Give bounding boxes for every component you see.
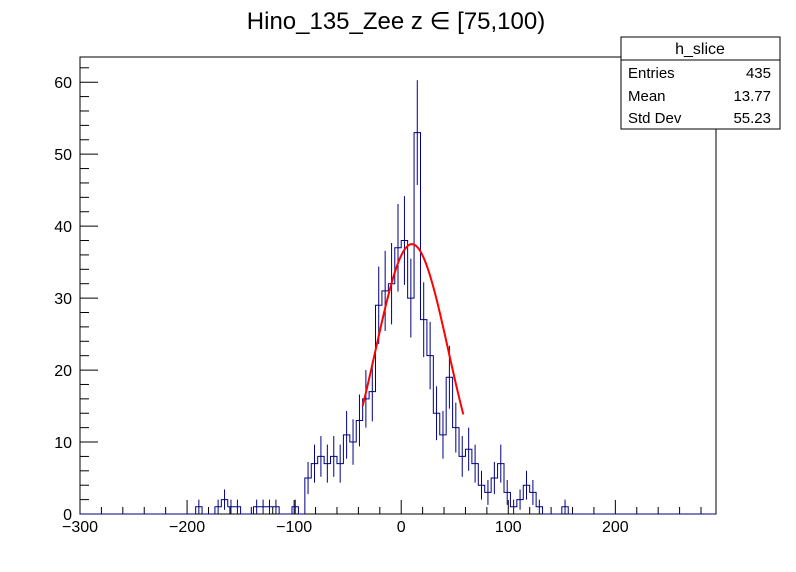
stats-stddev-label: Std Dev [628, 110, 682, 127]
plot-frame [79, 56, 717, 515]
y-tick-label: 0 [63, 507, 72, 524]
stats-mean-value: 13.77 [733, 88, 771, 105]
y-tick-label: 50 [54, 147, 72, 164]
x-tick-labels: −300 −200 −100 0 100 200 [62, 519, 629, 536]
x-tick-label: 100 [495, 519, 522, 536]
y-tick-labels: 0 10 20 30 40 50 60 [54, 75, 72, 524]
y-tick-label: 30 [54, 291, 72, 308]
stats-box-frame [620, 36, 781, 130]
histogram-step-line [80, 132, 716, 515]
chart-title: Hino_135_Zee z ∈ [75,100) [247, 8, 545, 35]
stats-entries-value: 435 [746, 65, 771, 82]
stats-entries-label: Entries [628, 65, 675, 82]
y-tick-label: 10 [54, 435, 72, 452]
x-tick-label: −200 [169, 519, 205, 536]
stats-box: h_slice Entries 435 Mean 13.77 Std Dev 5… [620, 36, 781, 130]
stats-box-title: h_slice [675, 41, 725, 58]
x-tick-label: 200 [602, 519, 629, 536]
stats-mean-label: Mean [628, 88, 666, 105]
x-tick-label: −300 [62, 519, 98, 536]
y-tick-label: 60 [54, 75, 72, 92]
stats-stddev-value: 55.23 [733, 110, 771, 127]
axes [79, 67, 702, 515]
x-tick-label: 0 [397, 519, 406, 536]
gaussian-fit-curve [361, 243, 465, 415]
y-tick-label: 40 [54, 219, 72, 236]
y-tick-label: 20 [54, 363, 72, 380]
x-tick-label: −100 [276, 519, 312, 536]
